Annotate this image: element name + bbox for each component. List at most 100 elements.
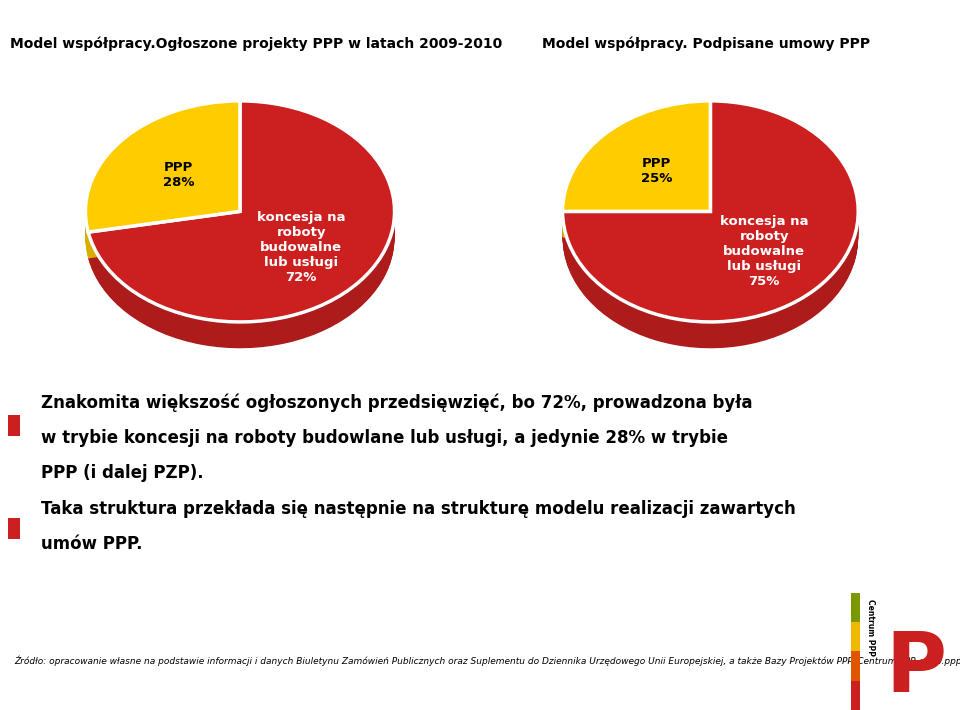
Wedge shape [563,111,858,332]
Wedge shape [563,120,710,231]
Wedge shape [88,111,395,332]
Wedge shape [563,115,710,226]
Wedge shape [563,105,710,216]
Wedge shape [88,103,395,324]
Wedge shape [85,104,240,235]
Wedge shape [563,115,858,336]
Text: umów PPP.: umów PPP. [40,535,142,554]
Wedge shape [85,116,240,248]
Wedge shape [563,104,858,325]
Wedge shape [563,121,710,231]
Bar [9,518,20,539]
Wedge shape [563,109,710,220]
Wedge shape [563,126,710,236]
Wedge shape [563,112,858,334]
Wedge shape [563,108,710,219]
Wedge shape [88,112,395,334]
Wedge shape [563,112,710,223]
Wedge shape [85,101,240,232]
Wedge shape [88,105,395,327]
Wedge shape [85,106,240,237]
Wedge shape [563,124,858,345]
Wedge shape [563,109,858,331]
Text: PPP
25%: PPP 25% [641,157,672,185]
Wedge shape [563,104,858,324]
Wedge shape [88,121,395,342]
Wedge shape [563,123,858,344]
Wedge shape [563,127,710,238]
Wedge shape [85,111,240,243]
Wedge shape [563,119,858,339]
Wedge shape [85,126,240,257]
Wedge shape [88,106,395,327]
Wedge shape [563,113,710,224]
Wedge shape [563,116,710,227]
Wedge shape [563,124,710,235]
Wedge shape [85,103,240,234]
Wedge shape [563,126,710,237]
Wedge shape [88,122,395,343]
Wedge shape [85,123,240,254]
Wedge shape [563,124,710,234]
Wedge shape [88,123,395,344]
Wedge shape [563,103,710,213]
Wedge shape [85,107,240,239]
Wedge shape [85,118,240,248]
Wedge shape [88,111,395,332]
Wedge shape [85,120,240,251]
Wedge shape [85,113,240,244]
Wedge shape [85,119,240,251]
Wedge shape [88,114,395,335]
Wedge shape [88,124,395,346]
Wedge shape [563,114,858,335]
Wedge shape [85,111,240,242]
Wedge shape [85,104,240,236]
Wedge shape [85,109,240,241]
Wedge shape [85,109,240,240]
Text: w trybie koncesji na roboty budowlane lub usługi, a jedynie 28% w trybie: w trybie koncesji na roboty budowlane lu… [40,429,728,447]
Text: P: P [885,628,947,709]
Wedge shape [563,106,710,217]
Wedge shape [88,108,395,329]
Wedge shape [85,121,240,252]
Wedge shape [563,118,710,228]
Wedge shape [563,107,710,217]
Wedge shape [563,119,710,229]
Wedge shape [563,109,710,219]
Wedge shape [85,108,240,239]
Text: Model współpracy.Ogłoszone projekty PPP w latach 2009-2010: Model współpracy.Ogłoszone projekty PPP … [10,36,502,50]
Wedge shape [563,105,858,327]
Wedge shape [85,116,240,247]
Wedge shape [563,116,710,226]
Text: Źródło: opracowanie własne na podstawie informacji i danych Biuletynu Zamówień P: Źródło: opracowanie własne na podstawie … [13,655,960,665]
Wedge shape [88,102,395,323]
Wedge shape [88,118,395,339]
Wedge shape [85,102,240,233]
Wedge shape [563,102,710,212]
Wedge shape [85,122,240,253]
Wedge shape [88,104,395,324]
Wedge shape [563,101,710,212]
Bar [9,415,20,435]
Wedge shape [85,126,240,258]
Wedge shape [88,104,395,325]
Wedge shape [563,116,858,338]
Wedge shape [563,111,858,332]
Bar [851,593,860,622]
Wedge shape [563,120,858,342]
Wedge shape [88,120,395,342]
Wedge shape [563,109,858,330]
Wedge shape [85,114,240,245]
Wedge shape [563,124,858,346]
Wedge shape [88,116,395,337]
Text: PPP
28%: PPP 28% [163,161,195,189]
Wedge shape [88,119,395,339]
Wedge shape [563,122,710,232]
Wedge shape [88,116,395,338]
Wedge shape [88,126,395,347]
Wedge shape [563,104,710,215]
Wedge shape [88,119,395,340]
Wedge shape [563,126,858,346]
Wedge shape [88,113,395,334]
Text: Znakomita większość ogłoszonych przedsięwzięć, bo 72%, prowadzona była: Znakomita większość ogłoszonych przedsię… [40,393,752,412]
